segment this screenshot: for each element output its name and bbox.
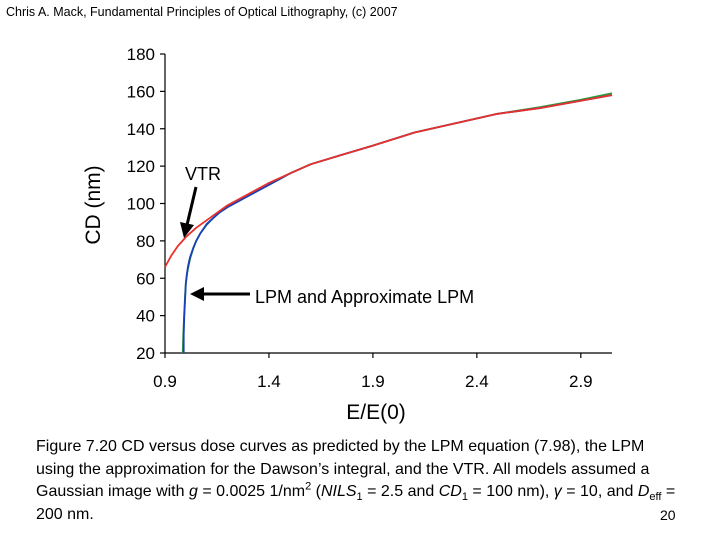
x-axis-label: E/E(0) bbox=[346, 401, 406, 424]
caption-text-2: = 0.0025 1/nm bbox=[197, 483, 306, 500]
series-line-lpm bbox=[182, 94, 613, 353]
figure-caption: Figure 7.20 CD versus dose curves as pre… bbox=[36, 436, 686, 526]
caption-text-7: = 200 nm. bbox=[36, 483, 676, 523]
caption-text-4: = 2.5 and bbox=[362, 483, 439, 500]
x-tick-label: 1.4 bbox=[257, 372, 281, 391]
annotation-lpm-label: LPM and Approximate LPM bbox=[255, 287, 474, 307]
chart-series bbox=[164, 92, 613, 354]
annotation-vtr-arrowhead bbox=[180, 222, 194, 238]
caption-symbol-d: D bbox=[637, 483, 650, 500]
series-line-vtr bbox=[164, 94, 613, 268]
caption-subscript-1a: 1 bbox=[356, 491, 363, 504]
caption-subscript-1b: 1 bbox=[461, 491, 468, 504]
y-tick-label: 160 bbox=[127, 82, 155, 101]
x-tick-label: 2.4 bbox=[465, 372, 489, 391]
y-tick-label: 60 bbox=[136, 269, 155, 288]
x-tick-label: 2.9 bbox=[569, 372, 593, 391]
annotation-lpm-arrowhead bbox=[190, 287, 204, 301]
annotation-vtr-arrow-shaft bbox=[185, 186, 198, 226]
y-axis-label: CD (nm) bbox=[82, 165, 105, 244]
y-tick-label: 20 bbox=[136, 344, 155, 363]
caption-text-6: = 10, and bbox=[561, 483, 638, 500]
x-tick-label: 0.9 bbox=[153, 372, 177, 391]
caption-symbol-cd: CD bbox=[438, 483, 462, 500]
y-tick-label: 120 bbox=[127, 157, 155, 176]
y-tick-label: 40 bbox=[136, 307, 155, 326]
caption-text-5: = 100 nm), bbox=[467, 483, 554, 500]
caption-symbol-nils: NILS bbox=[320, 483, 357, 500]
caption-symbol-gamma: γ bbox=[553, 483, 562, 500]
series-line-approximate-lpm bbox=[181, 92, 613, 354]
cd-vs-dose-chart: 20 40 60 80 100 120 140 160 180 0.9 1.4 1.9 2.4 2.9 C… bbox=[82, 45, 613, 424]
x-tick-label: 1.9 bbox=[361, 372, 385, 391]
y-tick-label: 100 bbox=[127, 195, 155, 214]
chart-ticks: 20 40 60 80 100 120 140 160 180 0.9 1.4 1.9 2.4 2.9 bbox=[127, 45, 593, 391]
caption-text-1: Figure 7.20 CD versus dose curves as pre… bbox=[36, 438, 650, 500]
caption-text-3: ( bbox=[311, 483, 321, 500]
caption-subscript-eff: eff bbox=[649, 491, 662, 504]
caption-symbol-g: g bbox=[188, 483, 198, 500]
y-tick-label: 80 bbox=[136, 232, 155, 251]
y-tick-label: 180 bbox=[127, 45, 155, 64]
header-citation: Chris A. Mack, Fundamental Principles of… bbox=[6, 5, 398, 19]
caption-superscript-2: 2 bbox=[305, 480, 312, 493]
y-tick-label: 140 bbox=[127, 120, 155, 139]
annotation-vtr-label: VTR bbox=[185, 164, 221, 184]
page-number: 20 bbox=[660, 507, 676, 523]
